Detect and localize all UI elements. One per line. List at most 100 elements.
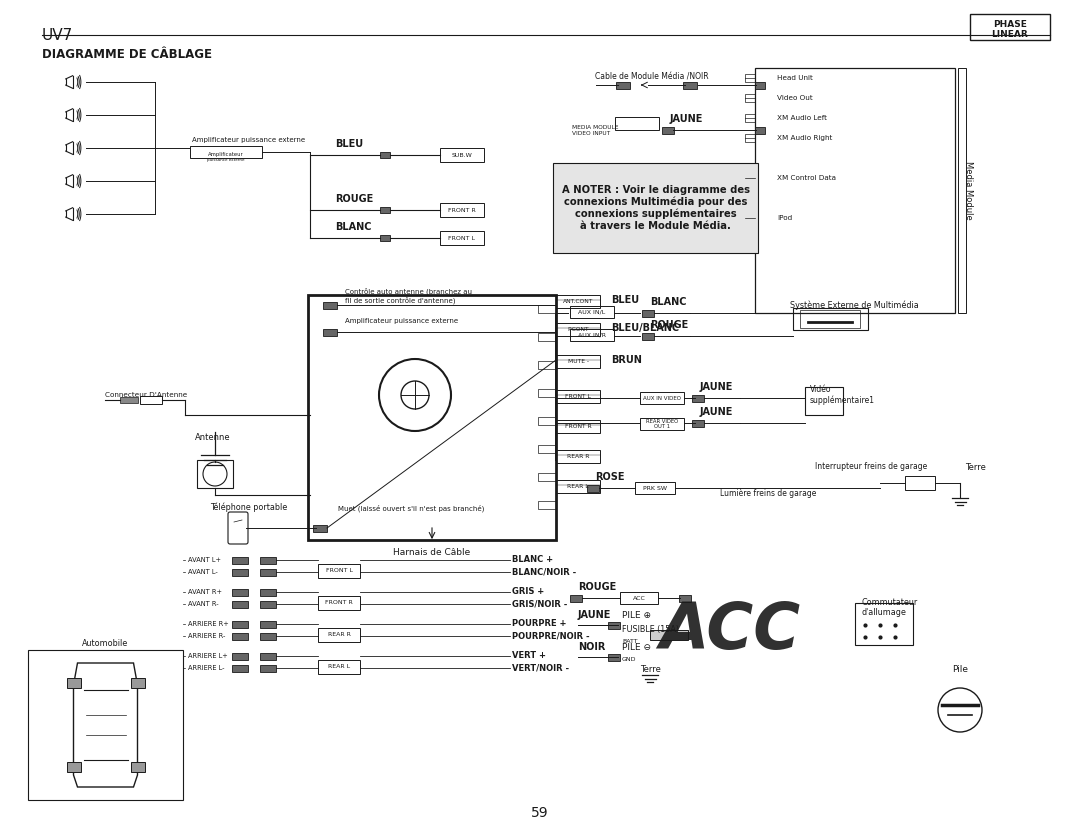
Text: VERT +: VERT +	[512, 651, 546, 661]
Bar	[197, 460, 233, 488]
Text: GND: GND	[622, 657, 636, 662]
Text: BLEU: BLEU	[611, 295, 639, 305]
Bar	[140, 396, 162, 404]
Bar	[380, 235, 390, 241]
Text: BRUN: BRUN	[611, 355, 642, 365]
Bar	[318, 564, 360, 578]
Text: FRONT R: FRONT R	[565, 424, 592, 429]
Bar	[662, 127, 674, 133]
Text: Vidéo
supplémentaire1: Vidéo supplémentaire1	[810, 385, 875, 405]
Text: FRONT L: FRONT L	[325, 569, 352, 574]
Bar	[570, 306, 615, 318]
Bar	[440, 148, 484, 162]
Bar	[745, 94, 755, 102]
Bar	[380, 152, 390, 158]
Text: LINEAR: LINEAR	[991, 29, 1028, 38]
Text: FRONT L: FRONT L	[565, 394, 591, 399]
Bar	[67, 762, 81, 772]
Text: Terre: Terre	[640, 665, 661, 674]
Bar	[640, 418, 684, 430]
Bar	[556, 390, 600, 403]
Text: POURPRE/NOIR -: POURPRE/NOIR -	[512, 631, 590, 641]
Bar	[745, 74, 755, 82]
Text: ROSE: ROSE	[595, 472, 624, 482]
Text: Harnais de Câble: Harnais de Câble	[393, 548, 471, 557]
Text: Media Module: Media Module	[963, 161, 972, 220]
Text: Terre: Terre	[966, 463, 986, 472]
Bar	[692, 420, 704, 426]
Bar	[556, 295, 600, 308]
Text: Système Externe de Multimédia: Système Externe de Multimédia	[789, 300, 919, 309]
Bar	[755, 127, 765, 133]
Bar	[615, 117, 659, 130]
Bar	[538, 417, 556, 425]
Bar	[260, 589, 276, 595]
Bar	[538, 305, 556, 313]
Text: puissance externe: puissance externe	[207, 158, 245, 162]
Bar	[683, 82, 697, 88]
Bar	[755, 68, 955, 313]
Text: Amplificateur puissance externe: Amplificateur puissance externe	[192, 137, 306, 143]
Text: Lumière freins de garage: Lumière freins de garage	[720, 488, 816, 498]
Text: Commutateur: Commutateur	[862, 598, 918, 607]
Text: REAR R: REAR R	[327, 632, 350, 637]
Bar	[616, 82, 630, 88]
Text: Amplificateur: Amplificateur	[208, 152, 244, 157]
Bar	[556, 480, 600, 493]
Text: XM Audio Right: XM Audio Right	[777, 135, 833, 141]
Bar	[232, 600, 248, 607]
Text: GRIS/NOIR -: GRIS/NOIR -	[512, 600, 567, 609]
Bar	[642, 333, 654, 339]
Bar	[970, 14, 1050, 40]
Bar	[232, 652, 248, 660]
Text: JAUNE: JAUNE	[578, 610, 611, 620]
Text: Antenne: Antenne	[195, 433, 231, 442]
Text: MUTE -: MUTE -	[567, 359, 589, 364]
Bar	[232, 620, 248, 627]
Bar	[855, 603, 913, 645]
Bar	[745, 214, 755, 222]
Bar	[588, 485, 599, 491]
Bar	[958, 68, 966, 313]
Text: Téléphone portable: Téléphone portable	[210, 503, 287, 512]
Bar	[120, 397, 138, 403]
Bar	[323, 302, 337, 309]
Bar	[190, 146, 262, 158]
Bar	[260, 652, 276, 660]
Text: AVANT R-: AVANT R-	[188, 601, 218, 607]
Text: BLANC +: BLANC +	[512, 555, 553, 565]
Bar	[692, 394, 704, 401]
Bar	[131, 678, 145, 688]
Bar	[131, 762, 145, 772]
Bar	[800, 310, 860, 328]
Text: REAR VIDEO
OUT 1: REAR VIDEO OUT 1	[646, 419, 678, 430]
Text: PILE ⊖: PILE ⊖	[622, 643, 651, 652]
Bar	[556, 420, 600, 433]
Bar	[905, 476, 935, 490]
Text: ROUGE: ROUGE	[650, 320, 688, 330]
Text: BLANC: BLANC	[650, 297, 687, 307]
Text: BATT: BATT	[622, 639, 637, 644]
Bar	[556, 355, 600, 368]
Text: ARRIERE L-: ARRIERE L-	[188, 665, 225, 671]
Bar	[308, 295, 556, 540]
Bar	[553, 163, 758, 253]
Bar	[67, 678, 81, 688]
Text: AVANT L+: AVANT L+	[188, 557, 221, 563]
Text: fil de sortie contrôle d'antenne): fil de sortie contrôle d'antenne)	[345, 296, 456, 304]
Bar	[642, 309, 654, 316]
Text: Cable de Module Média /NOIR: Cable de Module Média /NOIR	[595, 72, 708, 81]
Bar	[232, 632, 248, 640]
Text: REAR L: REAR L	[567, 484, 589, 489]
Text: MEDIA MODULE
VIDEO INPUT: MEDIA MODULE VIDEO INPUT	[572, 125, 619, 136]
Bar	[608, 621, 620, 629]
Text: JAUNE: JAUNE	[700, 407, 733, 417]
Text: BLANC/NOIR -: BLANC/NOIR -	[512, 567, 577, 576]
Text: POURPRE +: POURPRE +	[512, 620, 567, 629]
Text: DIAGRAMME DE CÂBLAGE: DIAGRAMME DE CÂBLAGE	[42, 48, 212, 61]
Bar	[318, 596, 360, 610]
Text: PRK SW: PRK SW	[643, 485, 667, 490]
Bar	[608, 654, 620, 661]
Bar	[556, 323, 600, 336]
Text: Contrôle auto antenne (branchez au: Contrôle auto antenne (branchez au	[345, 287, 472, 294]
